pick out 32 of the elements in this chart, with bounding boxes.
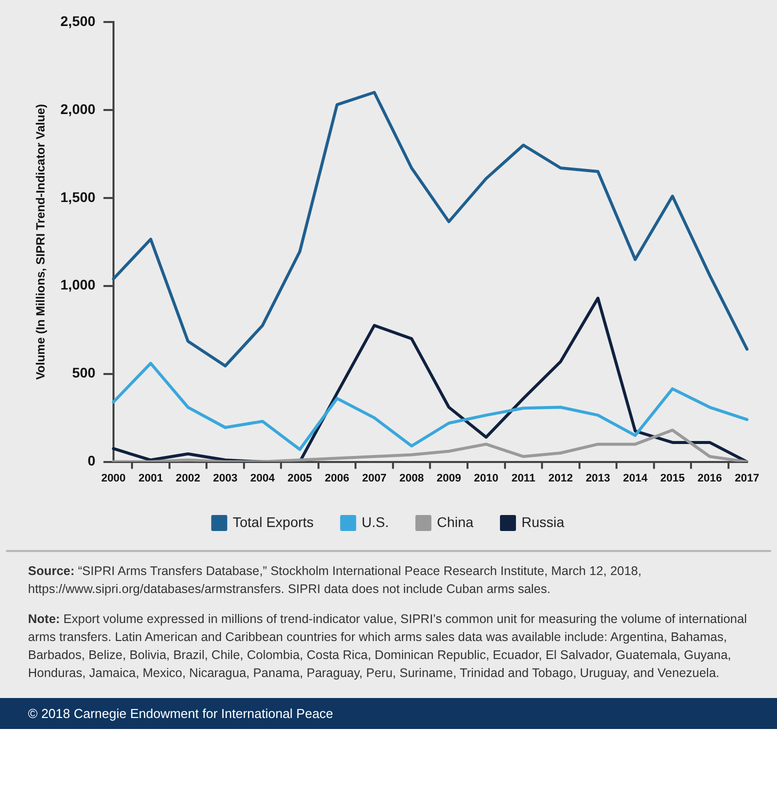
x-tick-label: 2013: [586, 472, 610, 484]
legend-label: China: [436, 514, 474, 530]
x-tick-label: 2002: [176, 472, 200, 484]
x-tick-label: 2015: [660, 472, 685, 484]
x-tick-label: 2006: [324, 472, 350, 484]
text: © 2018 Carnegie Endowment for International Peace: [0, 698, 777, 729]
x-tick-label: 2010: [474, 472, 498, 484]
x-tick-label: 2009: [436, 472, 462, 484]
x-tick-label: 2005: [288, 472, 312, 484]
legend-label: U.S.: [362, 514, 389, 530]
text: Note: Export volume expressed in millions of trend-indicator value, SIPRI’s common unit for measuring the volume of international arms transfers. Latin American and Caribbean countries for which arms sales data was available include: Argentina, Bahamas, Barbados, Belize, Bolivia, Brazil, Chile, Colombia, Costa Rica, Dominican Republic, Ecuador, El Salvador, Guatemala, Guyana, Honduras, Jamaica, Mexico, Nicaragua, Panama, Paraguay, Peru, Suriname, Trinidad and Tobago, Uruguay, and Venezuela.: [27, 611, 748, 682]
y-tick-label: 2,000: [60, 100, 96, 117]
x-tick-label: 2007: [362, 472, 387, 484]
y-axis-title: Volume (In Millions, SIPRI Trend-Indicator Value): [34, 104, 48, 380]
x-tick-label: 2017: [734, 472, 760, 484]
y-tick-label: 0: [88, 452, 96, 469]
x-tick-label: 2012: [548, 472, 573, 484]
source-note: Source: “SIPRI Arms Transfers Database,” Stockholm International Peace Research Institute, March 12, 2018, https://www.sipri.org/databases/armstransfers. SIPRI data does not include Cuban arms sales.: [27, 563, 642, 598]
y-tick-label: 1,500: [60, 188, 96, 205]
x-tick-label: 2008: [399, 472, 424, 484]
x-tick-label: 2004: [250, 472, 276, 484]
legend-label: Total Exports: [232, 514, 314, 530]
x-tick-label: 2016: [697, 472, 722, 484]
y-tick-label: 1,000: [60, 276, 96, 293]
x-tick-label: 2000: [101, 472, 126, 484]
y-tick-label: 2,500: [60, 12, 96, 29]
legend-label: Russia: [521, 514, 564, 530]
x-tick-label: 2014: [622, 472, 648, 484]
x-tick-label: 2003: [213, 472, 238, 484]
x-tick-label: 2011: [511, 472, 536, 484]
y-tick-label: 500: [72, 364, 96, 381]
x-tick-label: 2001: [138, 472, 163, 484]
